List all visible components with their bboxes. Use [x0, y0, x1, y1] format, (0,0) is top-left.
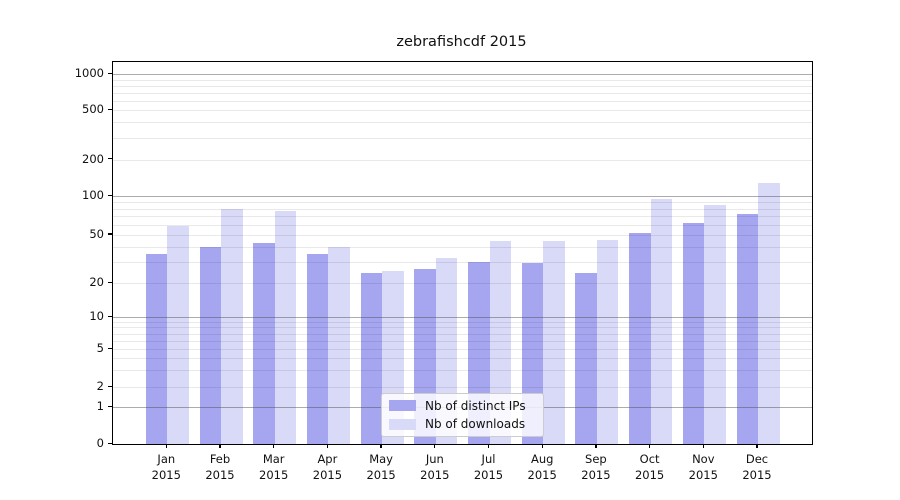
y-tick-mark-2 — [108, 385, 112, 387]
legend-row-downloads: Nb of downloads — [389, 417, 535, 433]
y-tick-label-500: 500 — [82, 102, 104, 117]
bar-downloads-jan — [167, 226, 189, 444]
x-tick-mark-apr — [326, 444, 329, 448]
y-tick-mark-20 — [108, 281, 112, 283]
x-tick-label-dec: Dec 2015 — [742, 452, 772, 482]
bar-downloads-feb — [221, 208, 243, 444]
bar-downloads-dec — [758, 183, 780, 444]
x-tick-label-jan: Jan 2015 — [151, 452, 181, 482]
bar-distinct-ips-oct — [629, 232, 651, 444]
x-tick-label-apr: Apr 2015 — [312, 452, 343, 482]
gridline-700 — [113, 92, 812, 94]
y-tick-label-0: 0 — [96, 436, 104, 450]
legend-row-distinct-ips: Nb of distinct IPs — [389, 398, 535, 414]
legend-label-distinct-ips: Nb of distinct IPs — [425, 398, 526, 413]
y-tick-label-1: 1 — [96, 399, 104, 413]
x-tick-label-oct: Oct 2015 — [634, 452, 665, 482]
bar-downloads-sep — [596, 240, 619, 444]
gridline-800 — [113, 85, 812, 87]
chart-title: zebrafishcdf 2015 — [396, 34, 527, 50]
y-tick-label-100: 100 — [82, 188, 104, 202]
y-tick-label-50: 50 — [89, 226, 104, 241]
y-tick-mark-1000 — [108, 72, 112, 75]
x-tick-label-aug: Aug 2015 — [527, 452, 557, 482]
legend-swatch-downloads — [389, 418, 416, 430]
x-tick-label-nov: Nov 2015 — [688, 452, 718, 482]
x-tick-label-may: May 2015 — [366, 452, 396, 482]
x-tick-mark-sep — [595, 444, 597, 448]
x-tick-mark-may — [380, 444, 382, 448]
y-tick-label-5: 5 — [96, 341, 104, 355]
gridline-500 — [113, 110, 812, 112]
x-tick-label-jun: Jun 2015 — [420, 452, 450, 482]
bar-downloads-apr — [328, 246, 350, 444]
plot-area: Nb of distinct IPs Nb of downloads — [112, 61, 813, 445]
x-tick-label-sep: Sep 2015 — [581, 452, 611, 482]
y-tick-mark-50 — [108, 233, 112, 235]
bar-distinct-ips-sep — [575, 273, 597, 444]
bar-downloads-nov — [704, 205, 726, 444]
y-tick-label-200: 200 — [82, 151, 104, 166]
y-tick-label-10: 10 — [89, 309, 104, 323]
bar-downloads-oct — [650, 198, 673, 444]
x-tick-mark-oct — [648, 444, 651, 448]
x-tick-label-feb: Feb 2015 — [205, 452, 235, 482]
y-tick-label-2: 2 — [96, 379, 104, 393]
gridline-200 — [113, 159, 812, 161]
x-tick-mark-nov — [702, 444, 704, 448]
x-tick-label-jul: Jul 2015 — [473, 452, 504, 482]
gridline-90 — [113, 201, 812, 203]
y-tick-mark-0 — [108, 442, 112, 444]
x-tick-mark-feb — [219, 444, 221, 448]
gridline-1000 — [113, 74, 812, 76]
x-tick-mark-mar — [273, 444, 275, 448]
gridline-600 — [113, 100, 812, 102]
bar-downloads-aug — [543, 241, 565, 444]
legend-swatch-distinct-ips — [389, 400, 416, 412]
bar-distinct-ips-nov — [682, 222, 705, 444]
legend: Nb of distinct IPs Nb of downloads — [381, 393, 544, 437]
y-tick-mark-500 — [108, 108, 112, 111]
y-tick-mark-200 — [108, 158, 112, 160]
y-tick-mark-100 — [108, 194, 112, 196]
gridline-400 — [113, 122, 812, 124]
y-tick-label-20: 20 — [89, 275, 104, 289]
bar-downloads-mar — [274, 211, 297, 444]
x-tick-mark-jul — [487, 444, 490, 448]
bar-distinct-ips-apr — [306, 253, 329, 444]
x-tick-mark-jun — [434, 444, 436, 448]
bar-distinct-ips-feb — [199, 246, 221, 444]
bar-distinct-ips-may — [360, 273, 383, 444]
gridline-300 — [113, 137, 812, 139]
x-tick-label-mar: Mar 2015 — [259, 452, 289, 482]
y-tick-mark-1 — [108, 405, 112, 407]
x-tick-mark-dec — [756, 444, 758, 448]
y-tick-label-1000: 1000 — [74, 66, 104, 81]
gridline-100 — [113, 196, 812, 197]
y-tick-mark-5 — [108, 347, 112, 349]
y-tick-mark-10 — [108, 315, 112, 317]
legend-label-downloads: Nb of downloads — [425, 417, 526, 432]
bar-distinct-ips-dec — [736, 213, 758, 444]
x-tick-mark-aug — [541, 444, 543, 448]
bar-distinct-ips-mar — [253, 242, 275, 444]
bar-distinct-ips-jan — [145, 253, 168, 444]
gridline-900 — [113, 79, 812, 81]
x-tick-mark-jan — [165, 444, 167, 448]
